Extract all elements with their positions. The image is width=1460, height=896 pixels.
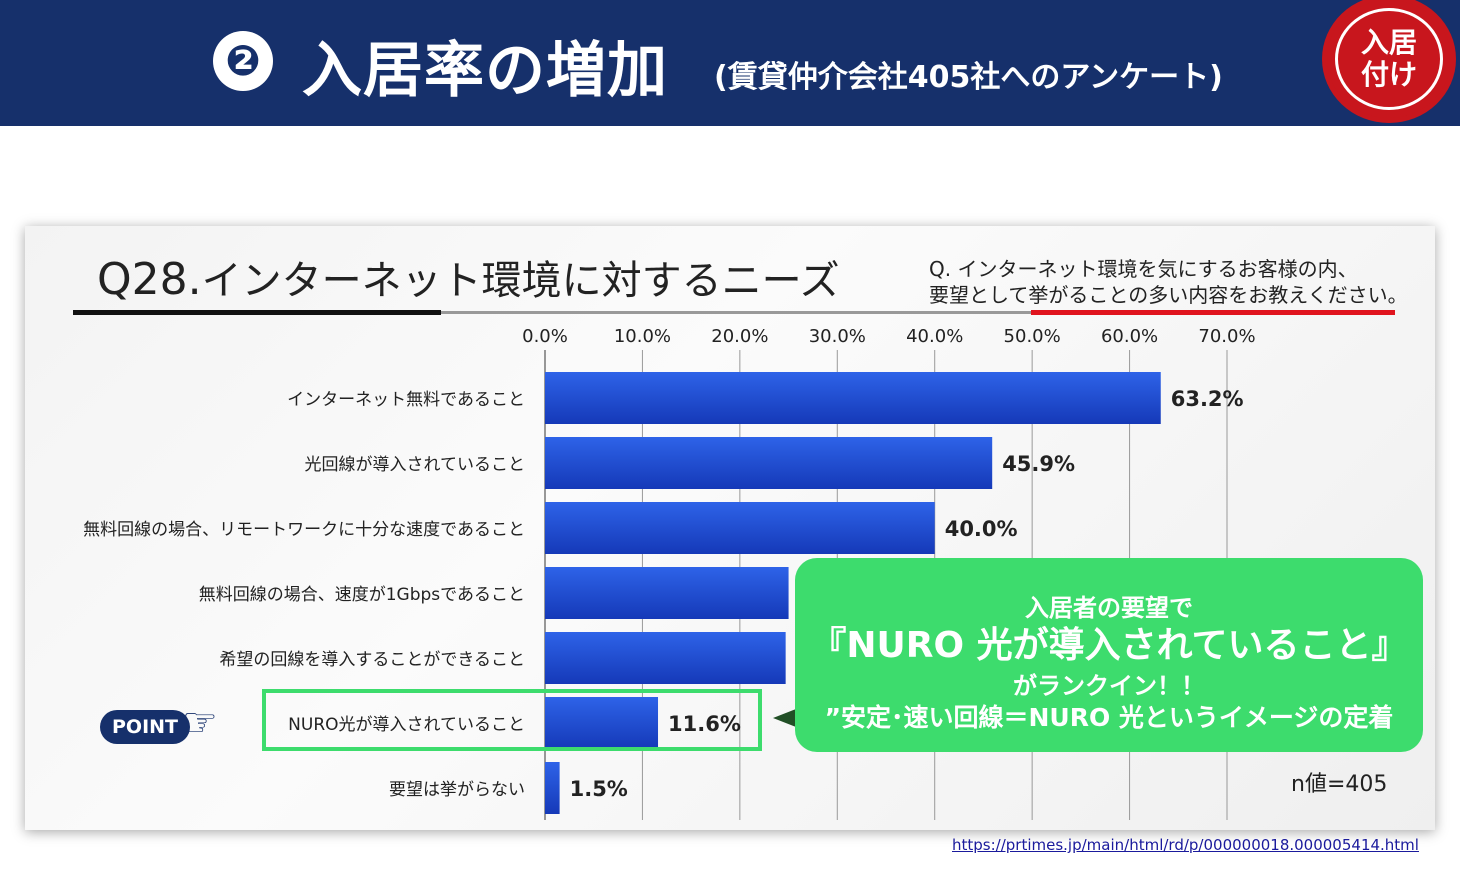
x-tick-label: 0.0%: [522, 326, 568, 347]
question-title: Q28.インターネット環境に対するニーズ: [97, 248, 840, 306]
x-tick-label: 70.0%: [1198, 326, 1255, 347]
category-label: 光回線が導入されていること: [305, 455, 526, 475]
category-label: 無料回線の場合、リモートワークに十分な速度であること: [83, 520, 525, 540]
bar: [545, 697, 659, 749]
bar: [545, 372, 1161, 424]
badge-line1: 入居: [1360, 26, 1417, 59]
callout-line1: 入居者の要望で: [1025, 594, 1193, 622]
title-rule-black: [73, 310, 441, 315]
bar-chart: 0.0% 10.0% 20.0% 30.0% 40.0% 50.0% 60.0% 70.0% イ…: [83, 326, 1256, 820]
data-label: 45.9%: [1002, 452, 1075, 476]
sample-size: n値=405: [1291, 772, 1388, 797]
category-label: 希望の回線を導入することができること: [219, 650, 525, 670]
chart-panel: Q28.インターネット環境に対するニーズ Q. インターネット環境を気にするお客…: [25, 226, 1435, 830]
callout-line4: ”安定･速い回線＝NURO 光というイメージの定着: [824, 703, 1394, 732]
section-number: ❷: [213, 31, 273, 91]
bar: [545, 502, 935, 554]
callout-line3: がランクイン！！: [1013, 672, 1205, 700]
question-desc-line2: 要望として挙がることの多い内容をお教えください。: [929, 283, 1408, 307]
x-tick-label: 20.0%: [711, 326, 768, 347]
category-label: 要望は挙がらない: [389, 780, 525, 800]
bar: [545, 437, 993, 489]
header-bar: ❷ 入居率の増加 (賃貸仲介会社405社へのアンケート): [0, 0, 1460, 126]
question-desc-line1: Q. インターネット環境を気にするお客様の内、: [929, 257, 1358, 281]
callout-line2: 『NURO 光が導入されていること』: [810, 625, 1408, 666]
question-text: インターネット環境に対するニーズ: [201, 258, 840, 304]
question-label: Q28.: [97, 254, 202, 305]
category-label: NURO光が導入されていること: [288, 715, 525, 735]
x-tick-label: 40.0%: [906, 326, 963, 347]
data-label: 63.2%: [1171, 387, 1244, 411]
badge-inner: 入居 付け: [1335, 8, 1443, 110]
x-tick-label: 60.0%: [1101, 326, 1158, 347]
page-subtitle: (賃貸仲介会社405社へのアンケート): [714, 60, 1223, 95]
data-label: 11.6%: [668, 712, 741, 736]
category-label: 無料回線の場合、速度が1Gbpsであること: [199, 585, 525, 605]
x-tick-label: 10.0%: [614, 326, 671, 347]
category-label: インターネット無料であること: [287, 390, 525, 410]
title-rule-red: [1031, 310, 1395, 315]
x-tick-label: 50.0%: [1004, 326, 1061, 347]
point-badge: POINT: [100, 710, 191, 744]
x-tick-label: 30.0%: [809, 326, 866, 347]
bar: [545, 567, 789, 619]
badge-line2: 付け: [1360, 58, 1417, 91]
nuro-highlight-box: [262, 689, 762, 751]
pointing-hand-icon: ☞: [182, 700, 218, 746]
callout-box: 入居者の要望で 『NURO 光が導入されていること』 がランクイン！！ ”安定･…: [795, 558, 1423, 752]
title-rule-gray: [441, 311, 1031, 314]
data-label: 1.5%: [570, 777, 628, 801]
data-label: 40.0%: [945, 517, 1018, 541]
page-title: 入居率の増加: [302, 36, 668, 106]
category-badge: 入居 付け: [1327, 0, 1451, 118]
question-description: Q. インターネット環境を気にするお客様の内、 要望として挙がることの多い内容を…: [929, 256, 1408, 308]
bar: [545, 632, 786, 684]
source-link[interactable]: https://prtimes.jp/main/html/rd/p/000000…: [952, 836, 1419, 854]
bar: [545, 762, 560, 814]
